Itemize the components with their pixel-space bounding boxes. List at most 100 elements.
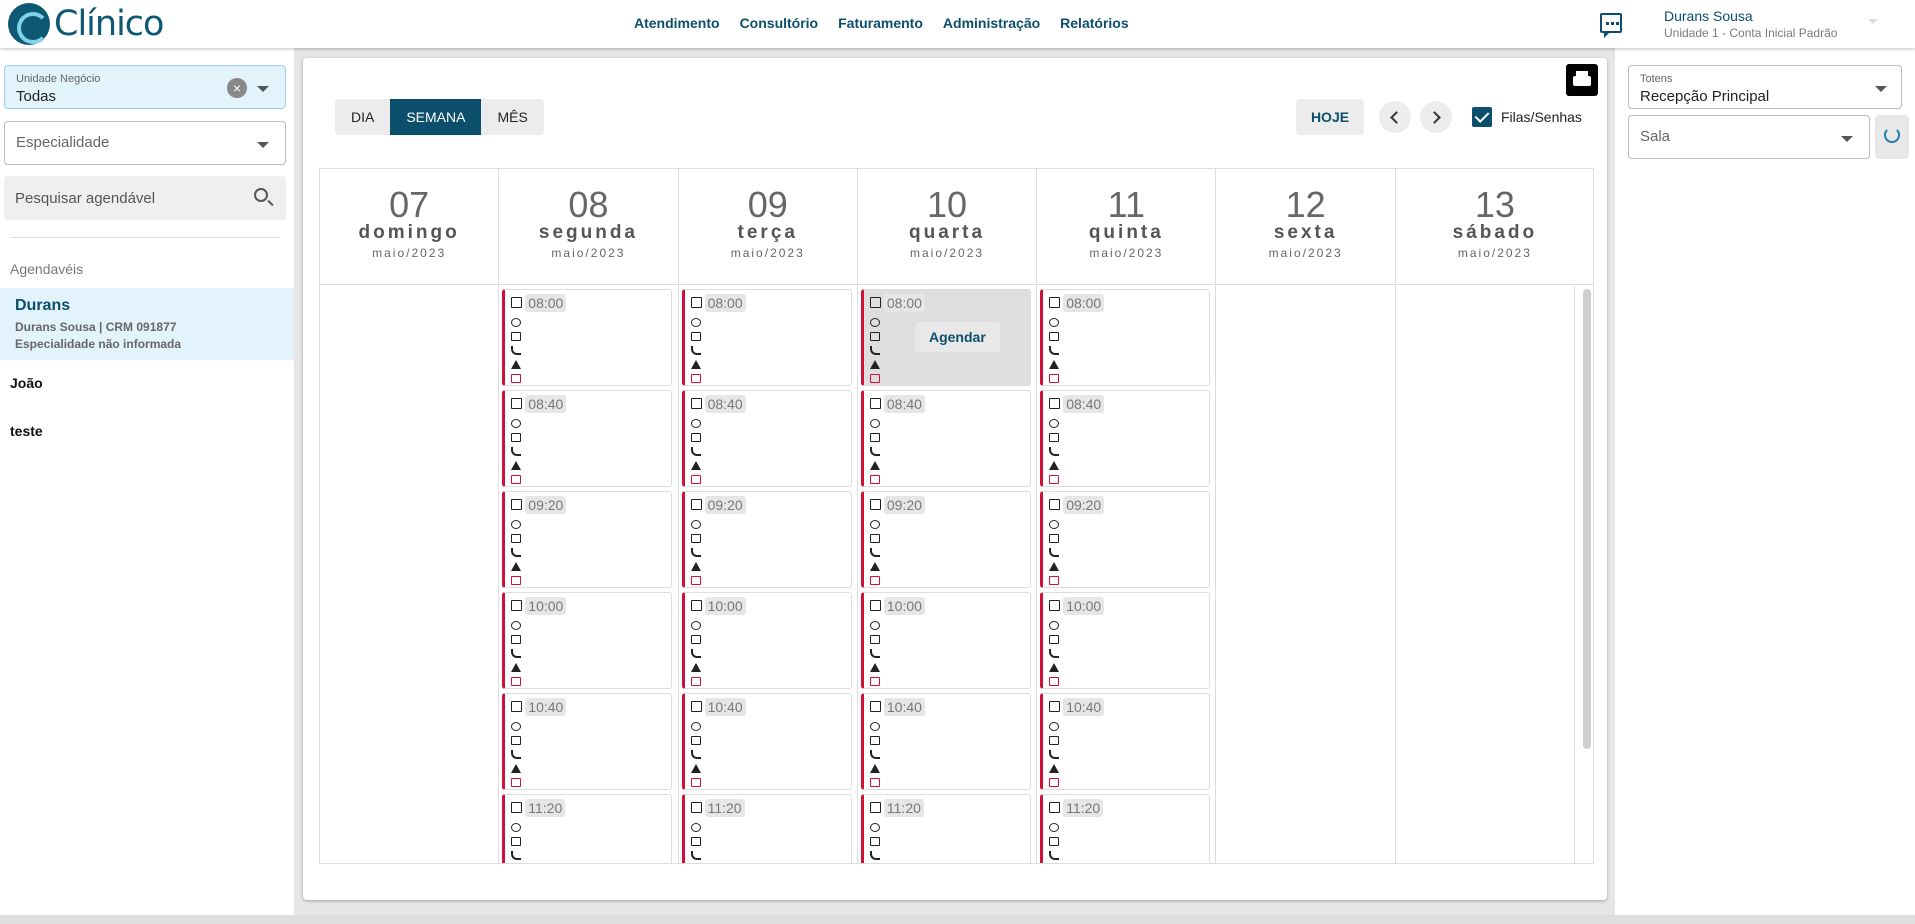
day-header[interactable]: 07 domingo maio/2023 xyxy=(320,169,500,285)
logo[interactable]: Clínico xyxy=(8,2,164,46)
time-slot[interactable]: 10:00 xyxy=(1040,592,1211,689)
event-icon xyxy=(690,778,701,787)
phone-icon xyxy=(511,649,522,658)
day-header[interactable]: 09 terça maio/2023 xyxy=(679,169,858,285)
scrollbar[interactable] xyxy=(1583,289,1591,749)
search-icon[interactable] xyxy=(254,188,268,202)
sala-select[interactable]: Sala xyxy=(1628,115,1870,159)
event-icon xyxy=(511,374,522,383)
event-icon xyxy=(690,677,701,686)
chevron-down-icon[interactable] xyxy=(1875,86,1887,92)
card-icon xyxy=(1049,332,1060,341)
day-header[interactable]: 11 quinta maio/2023 xyxy=(1037,169,1217,285)
time-slot[interactable]: 10:40 xyxy=(502,693,673,790)
agendavel-item-teste[interactable]: teste xyxy=(10,423,43,439)
time-slot[interactable]: 10:40 xyxy=(681,693,852,790)
person-icon xyxy=(511,722,522,731)
warning-icon xyxy=(690,360,701,369)
calendar-icon xyxy=(690,701,702,712)
agendaveis-title: Agendavéis xyxy=(10,261,84,277)
phone-icon xyxy=(869,548,880,557)
calendar-icon xyxy=(869,297,881,308)
day-header[interactable]: 10 quarta maio/2023 xyxy=(858,169,1038,285)
time-slot[interactable]: 10:00 xyxy=(502,592,673,689)
time-slot[interactable]: 08:40 xyxy=(1040,390,1211,487)
time-slot[interactable]: 10:40 xyxy=(1040,693,1211,790)
time-slot[interactable]: 11:20 xyxy=(681,794,852,863)
nav-administracao[interactable]: Administração xyxy=(942,15,1041,31)
day-column xyxy=(320,286,500,863)
calendar-icon xyxy=(869,701,881,712)
refresh-icon[interactable] xyxy=(1875,115,1909,159)
warning-icon xyxy=(511,461,522,470)
time-slot[interactable]: 11:20 xyxy=(1040,794,1211,863)
warning-icon xyxy=(869,360,880,369)
filas-senhas-checkbox[interactable] xyxy=(1472,107,1492,127)
tab-semana[interactable]: SEMANA xyxy=(390,99,482,135)
time-slot[interactable]: 11:20 xyxy=(860,794,1031,863)
totens-select[interactable]: Totens Recepção Principal xyxy=(1628,65,1902,109)
time-slot[interactable]: 09:20 xyxy=(1040,491,1211,588)
nav-atendimento[interactable]: Atendimento xyxy=(634,15,720,31)
tab-mes[interactable]: MÊS xyxy=(481,99,544,135)
time-slot[interactable]: 10:40 xyxy=(860,693,1031,790)
day-weekday: segunda xyxy=(538,222,638,243)
person-icon xyxy=(1049,722,1060,731)
clear-icon[interactable]: × xyxy=(227,78,247,98)
person-icon xyxy=(511,621,522,630)
time-slot[interactable]: 10:00 xyxy=(681,592,852,689)
warning-icon xyxy=(869,562,880,571)
slot-time: 11:20 xyxy=(704,799,745,817)
time-slot[interactable]: 09:20 xyxy=(860,491,1031,588)
time-slot[interactable]: 08:00 xyxy=(1040,289,1211,386)
time-slot[interactable]: 11:20 xyxy=(502,794,673,863)
calendar-icon xyxy=(1049,600,1061,611)
event-icon xyxy=(511,576,522,585)
day-column: 08:00 08:40 09:20 10:00 10:40 11:20 xyxy=(1037,286,1217,863)
day-header[interactable]: 12 sexta maio/2023 xyxy=(1217,169,1396,285)
print-button[interactable] xyxy=(1566,64,1598,96)
chat-icon[interactable] xyxy=(1600,13,1622,38)
especialidade-select[interactable]: Especialidade xyxy=(4,121,286,165)
nav-consultorio[interactable]: Consultório xyxy=(739,15,819,31)
user-menu[interactable]: Durans Sousa Unidade 1 - Conta Inicial P… xyxy=(1664,8,1837,40)
search-input[interactable]: Pesquisar agendável xyxy=(4,176,286,220)
phone-icon xyxy=(690,346,701,355)
printer-icon xyxy=(1576,71,1588,76)
time-slot[interactable]: 09:20 xyxy=(502,491,673,588)
view-tabs: DIA SEMANA MÊS xyxy=(335,99,544,135)
divider xyxy=(10,237,280,238)
person-icon xyxy=(1049,318,1060,327)
time-slot[interactable]: 08:00 Agendar xyxy=(860,289,1031,386)
nav-relatorios[interactable]: Relatórios xyxy=(1060,15,1129,31)
agendavel-item-selected[interactable]: Durans Durans Sousa | CRM 091877 Especia… xyxy=(0,288,294,360)
today-button[interactable]: HOJE xyxy=(1296,99,1364,135)
calendar-icon xyxy=(869,802,881,813)
chevron-down-icon[interactable] xyxy=(1868,19,1878,24)
calendar-icon xyxy=(869,398,881,409)
time-slot[interactable]: 09:20 xyxy=(681,491,852,588)
tab-dia[interactable]: DIA xyxy=(335,99,391,135)
chevron-down-icon[interactable] xyxy=(257,86,269,92)
time-slot[interactable]: 08:00 xyxy=(502,289,673,386)
prev-week-button[interactable] xyxy=(1379,101,1411,133)
time-slot[interactable]: 08:40 xyxy=(681,390,852,487)
time-slot[interactable]: 08:00 xyxy=(681,289,852,386)
day-header[interactable]: 08 segunda maio/2023 xyxy=(499,169,679,285)
chevron-down-icon[interactable] xyxy=(1841,136,1853,142)
phone-icon xyxy=(690,649,701,658)
chevron-down-icon[interactable] xyxy=(257,142,269,148)
unidade-negocio-select[interactable]: Unidade Negócio Todas × xyxy=(4,65,286,109)
time-slot[interactable]: 08:40 xyxy=(860,390,1031,487)
time-slot[interactable]: 08:40 xyxy=(502,390,673,487)
nav-faturamento[interactable]: Faturamento xyxy=(838,15,923,31)
agendavel-item-joao[interactable]: João xyxy=(10,375,43,391)
slot-time: 08:40 xyxy=(525,395,567,413)
agendar-button[interactable]: Agendar xyxy=(914,322,1000,352)
day-header[interactable]: 13 sábado maio/2023 xyxy=(1396,169,1593,285)
time-slot[interactable]: 10:00 xyxy=(860,592,1031,689)
event-icon xyxy=(869,475,880,484)
event-icon xyxy=(1049,677,1060,686)
event-icon xyxy=(1049,475,1060,484)
next-week-button[interactable] xyxy=(1420,101,1452,133)
